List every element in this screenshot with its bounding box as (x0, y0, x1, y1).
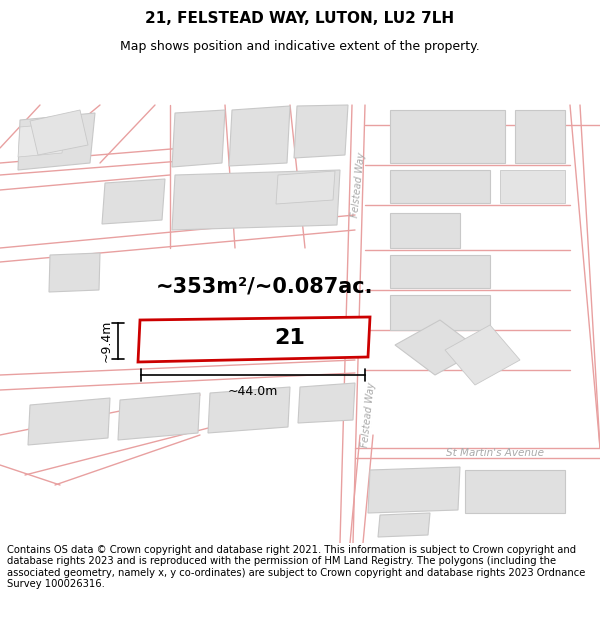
Polygon shape (445, 325, 520, 385)
Polygon shape (395, 320, 480, 375)
Text: 21: 21 (275, 328, 305, 348)
Text: ~353m²/~0.087ac.: ~353m²/~0.087ac. (156, 277, 374, 297)
Text: 21, FELSTEAD WAY, LUTON, LU2 7LH: 21, FELSTEAD WAY, LUTON, LU2 7LH (145, 11, 455, 26)
Polygon shape (390, 213, 460, 248)
Polygon shape (172, 110, 225, 167)
Polygon shape (276, 171, 335, 204)
Polygon shape (378, 513, 430, 537)
Polygon shape (500, 170, 565, 203)
Polygon shape (102, 179, 165, 224)
Polygon shape (18, 123, 65, 157)
Text: ~9.4m: ~9.4m (100, 320, 113, 362)
Polygon shape (118, 393, 200, 440)
Polygon shape (30, 110, 88, 155)
Polygon shape (390, 170, 490, 203)
Polygon shape (28, 398, 110, 445)
Polygon shape (138, 317, 370, 362)
Polygon shape (390, 295, 490, 330)
Text: ~44.0m: ~44.0m (228, 385, 278, 398)
Polygon shape (368, 467, 460, 513)
Text: St Martin's Avenue: St Martin's Avenue (446, 448, 544, 458)
Text: Map shows position and indicative extent of the property.: Map shows position and indicative extent… (120, 39, 480, 52)
Polygon shape (18, 113, 95, 170)
Polygon shape (208, 387, 290, 433)
Text: Felstead Way: Felstead Way (359, 382, 376, 448)
Polygon shape (294, 105, 348, 158)
Polygon shape (465, 470, 565, 513)
Text: Felstead Way: Felstead Way (350, 152, 367, 218)
Polygon shape (515, 110, 565, 163)
Polygon shape (229, 106, 290, 166)
Text: Contains OS data © Crown copyright and database right 2021. This information is : Contains OS data © Crown copyright and d… (7, 544, 586, 589)
Polygon shape (390, 110, 505, 163)
Polygon shape (390, 255, 490, 288)
Polygon shape (298, 383, 355, 423)
Polygon shape (172, 170, 340, 230)
Polygon shape (49, 253, 100, 292)
